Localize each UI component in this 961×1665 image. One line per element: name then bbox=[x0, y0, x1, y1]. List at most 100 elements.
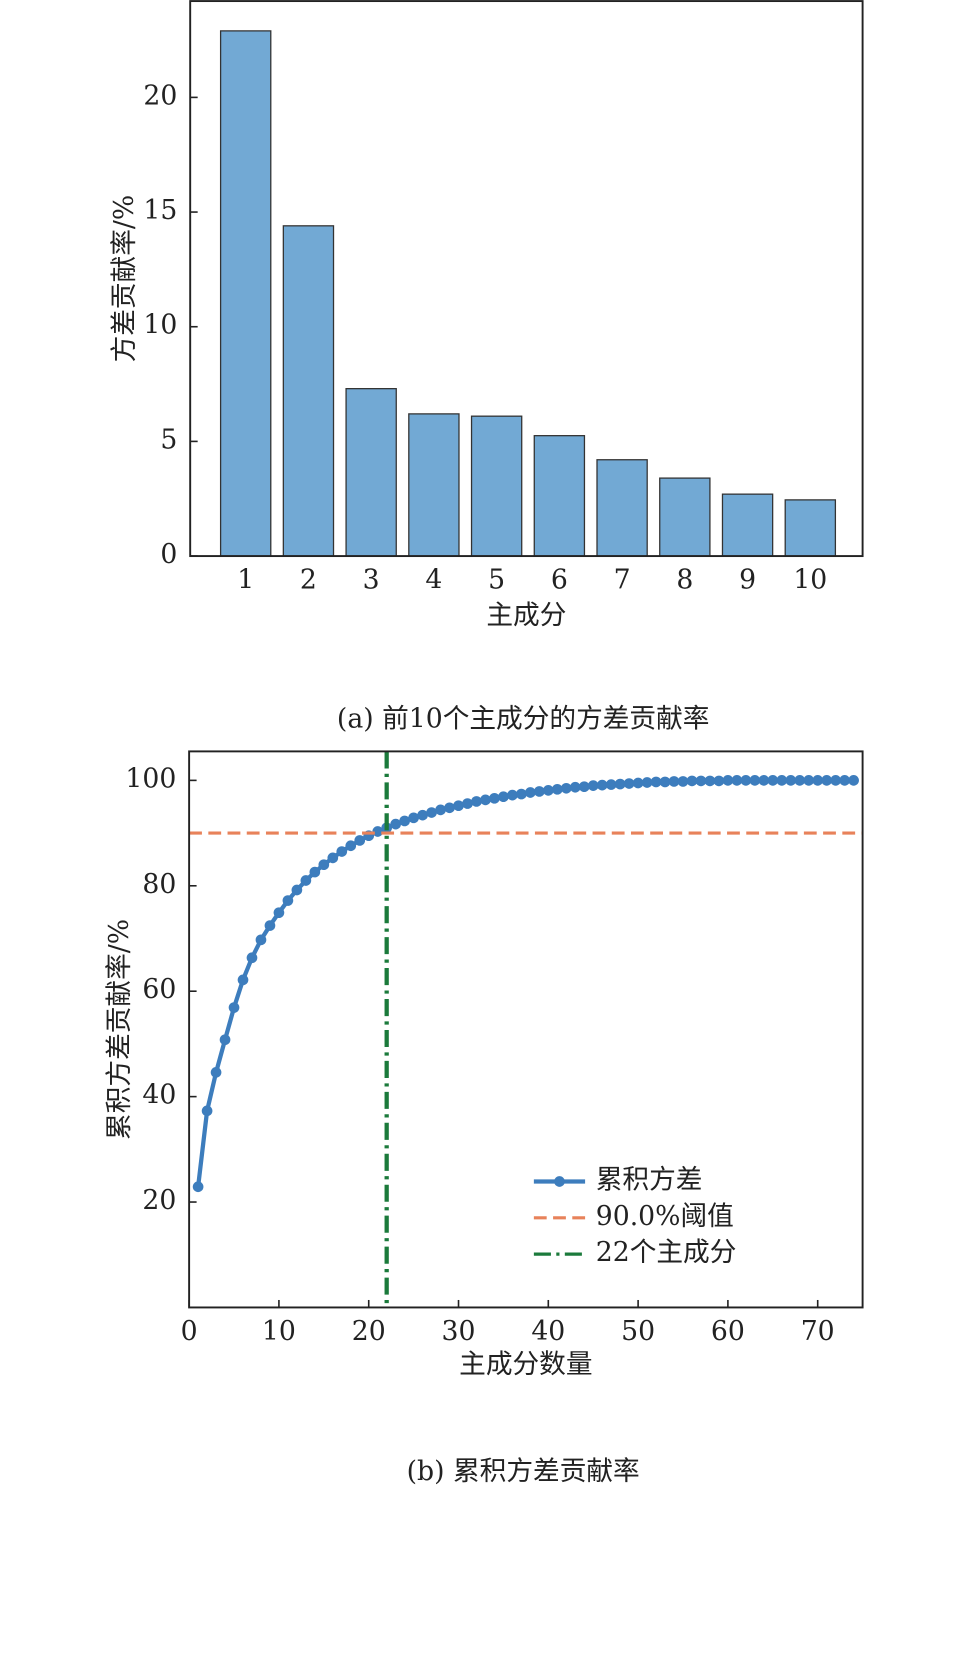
data-line bbox=[195, 778, 854, 1188]
caption: (b) 累积方差贡献率 bbox=[407, 1456, 640, 1487]
bar bbox=[345, 388, 397, 557]
plot-frame bbox=[189, 0, 864, 558]
x-tick-label: 8 bbox=[676, 565, 693, 596]
legend-label: 累积方差 bbox=[596, 1165, 703, 1196]
legend-label: 22个主成分 bbox=[596, 1237, 737, 1268]
bar bbox=[408, 413, 460, 557]
data-point bbox=[201, 1105, 213, 1117]
data-point bbox=[309, 866, 321, 878]
data-point bbox=[839, 775, 850, 786]
data-point bbox=[695, 775, 707, 787]
data-point bbox=[614, 778, 626, 790]
data-point bbox=[390, 818, 401, 830]
x-tick-label: 60 bbox=[711, 1316, 745, 1347]
data-point bbox=[749, 775, 761, 786]
data-point bbox=[785, 775, 797, 786]
data-point bbox=[704, 775, 716, 787]
data-point bbox=[659, 776, 671, 788]
data-point bbox=[210, 1067, 222, 1078]
data-point bbox=[569, 781, 581, 793]
x-axis-label: 主成分数量 bbox=[459, 1349, 592, 1380]
bar bbox=[784, 499, 837, 557]
data-point bbox=[632, 777, 644, 789]
data-point bbox=[318, 859, 330, 871]
y-axis-label: 累积方差贡献率/% bbox=[104, 919, 135, 1140]
data-point bbox=[489, 792, 500, 804]
data-point bbox=[255, 934, 267, 946]
x-tick-label: 20 bbox=[352, 1316, 386, 1347]
y-tick-label: 100 bbox=[125, 763, 176, 794]
data-point bbox=[542, 785, 554, 796]
data-point bbox=[596, 779, 608, 791]
y-tick-label: 40 bbox=[142, 1080, 176, 1111]
x-tick-label: 3 bbox=[363, 565, 380, 596]
data-point bbox=[533, 786, 545, 797]
y-tick-label: 15 bbox=[143, 195, 177, 226]
bar bbox=[721, 493, 774, 557]
data-point bbox=[821, 775, 833, 786]
data-point bbox=[551, 783, 563, 795]
data-point bbox=[794, 775, 806, 786]
plot-frame bbox=[188, 750, 864, 1309]
data-point bbox=[336, 846, 348, 857]
bar bbox=[596, 459, 648, 557]
data-point bbox=[372, 826, 384, 837]
data-point bbox=[480, 794, 491, 806]
data-point bbox=[668, 776, 680, 787]
data-point bbox=[560, 782, 572, 794]
bar bbox=[533, 435, 586, 557]
x-tick-label: 5 bbox=[488, 565, 505, 596]
data-point bbox=[731, 775, 743, 786]
x-tick-label: 7 bbox=[614, 565, 631, 596]
data-point bbox=[228, 1002, 240, 1013]
data-point bbox=[192, 1181, 204, 1193]
x-tick-label: 6 bbox=[551, 565, 568, 596]
data-point bbox=[623, 778, 635, 789]
x-tick-label: 40 bbox=[531, 1316, 565, 1347]
y-tick-label: 5 bbox=[160, 424, 177, 455]
data-point bbox=[722, 775, 734, 786]
x-tick-label: 2 bbox=[300, 565, 317, 596]
caption: (a) 前10个主成分的方差贡献率 bbox=[337, 703, 710, 734]
data-point bbox=[767, 775, 779, 786]
data-point bbox=[282, 895, 294, 906]
data-point bbox=[803, 775, 815, 786]
y-tick-label: 20 bbox=[143, 80, 177, 111]
data-point bbox=[354, 835, 366, 846]
bar bbox=[219, 30, 272, 557]
data-point bbox=[587, 780, 599, 791]
data-point bbox=[848, 775, 859, 786]
data-point bbox=[776, 775, 788, 786]
legend-label: 90.0%阈值 bbox=[596, 1201, 734, 1232]
data-point bbox=[812, 775, 824, 786]
bar bbox=[282, 225, 335, 557]
data-point bbox=[686, 775, 698, 787]
data-point bbox=[516, 788, 527, 800]
x-axis-label: 主成分 bbox=[486, 600, 566, 631]
data-point bbox=[345, 840, 357, 852]
data-point bbox=[641, 777, 653, 788]
y-tick-label: 80 bbox=[142, 869, 176, 900]
data-point bbox=[426, 807, 437, 818]
data-point bbox=[264, 920, 276, 931]
data-point bbox=[399, 815, 410, 827]
data-point bbox=[273, 907, 285, 919]
data-point bbox=[408, 812, 419, 824]
x-tick-label: 10 bbox=[793, 565, 827, 596]
data-point bbox=[713, 775, 725, 787]
data-point bbox=[605, 779, 617, 790]
y-tick-label: 60 bbox=[142, 974, 176, 1005]
data-point bbox=[453, 800, 464, 812]
x-tick-label: 1 bbox=[237, 565, 254, 596]
data-point bbox=[219, 1034, 231, 1046]
data-point bbox=[291, 884, 303, 896]
x-tick-label: 9 bbox=[739, 565, 756, 596]
data-point bbox=[578, 781, 590, 793]
y-tick-label: 20 bbox=[142, 1185, 176, 1216]
data-point bbox=[444, 802, 455, 814]
y-tick-label: 0 bbox=[160, 539, 177, 570]
legend-marker bbox=[554, 1176, 565, 1187]
data-point bbox=[300, 875, 312, 886]
x-tick-label: 10 bbox=[262, 1316, 296, 1347]
